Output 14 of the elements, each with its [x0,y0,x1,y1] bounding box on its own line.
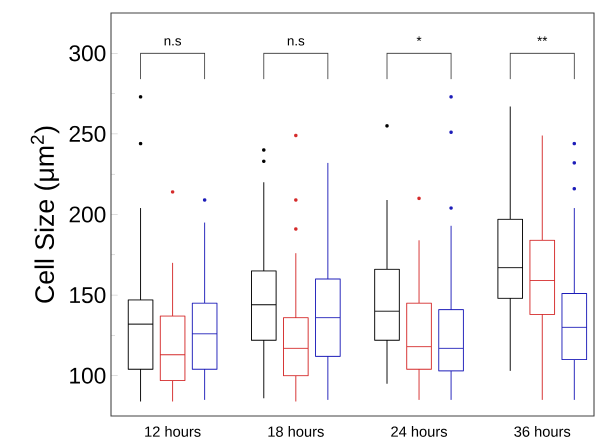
annotation: n.s [164,38,182,46]
y-tick-label: 250 [70,126,106,142]
y-tick-label: 300 [69,45,106,62]
y-tick-label: 200 [70,206,106,223]
x-tick-label: 18 hours [268,426,324,437]
annotation: ** [537,36,548,42]
y-axis-title: Cell Size (μm$^{2}$) [30,126,60,303]
x-tick-label: 12 hours [145,426,201,437]
annotation: * [416,36,422,42]
annotation: n.s [288,38,304,46]
x-tick-label: 24 hours [391,426,448,437]
y-tick-label: 150 [70,287,106,304]
y-tick-label: 100 [70,368,106,384]
x-tick-label: 36 hours [514,426,570,437]
